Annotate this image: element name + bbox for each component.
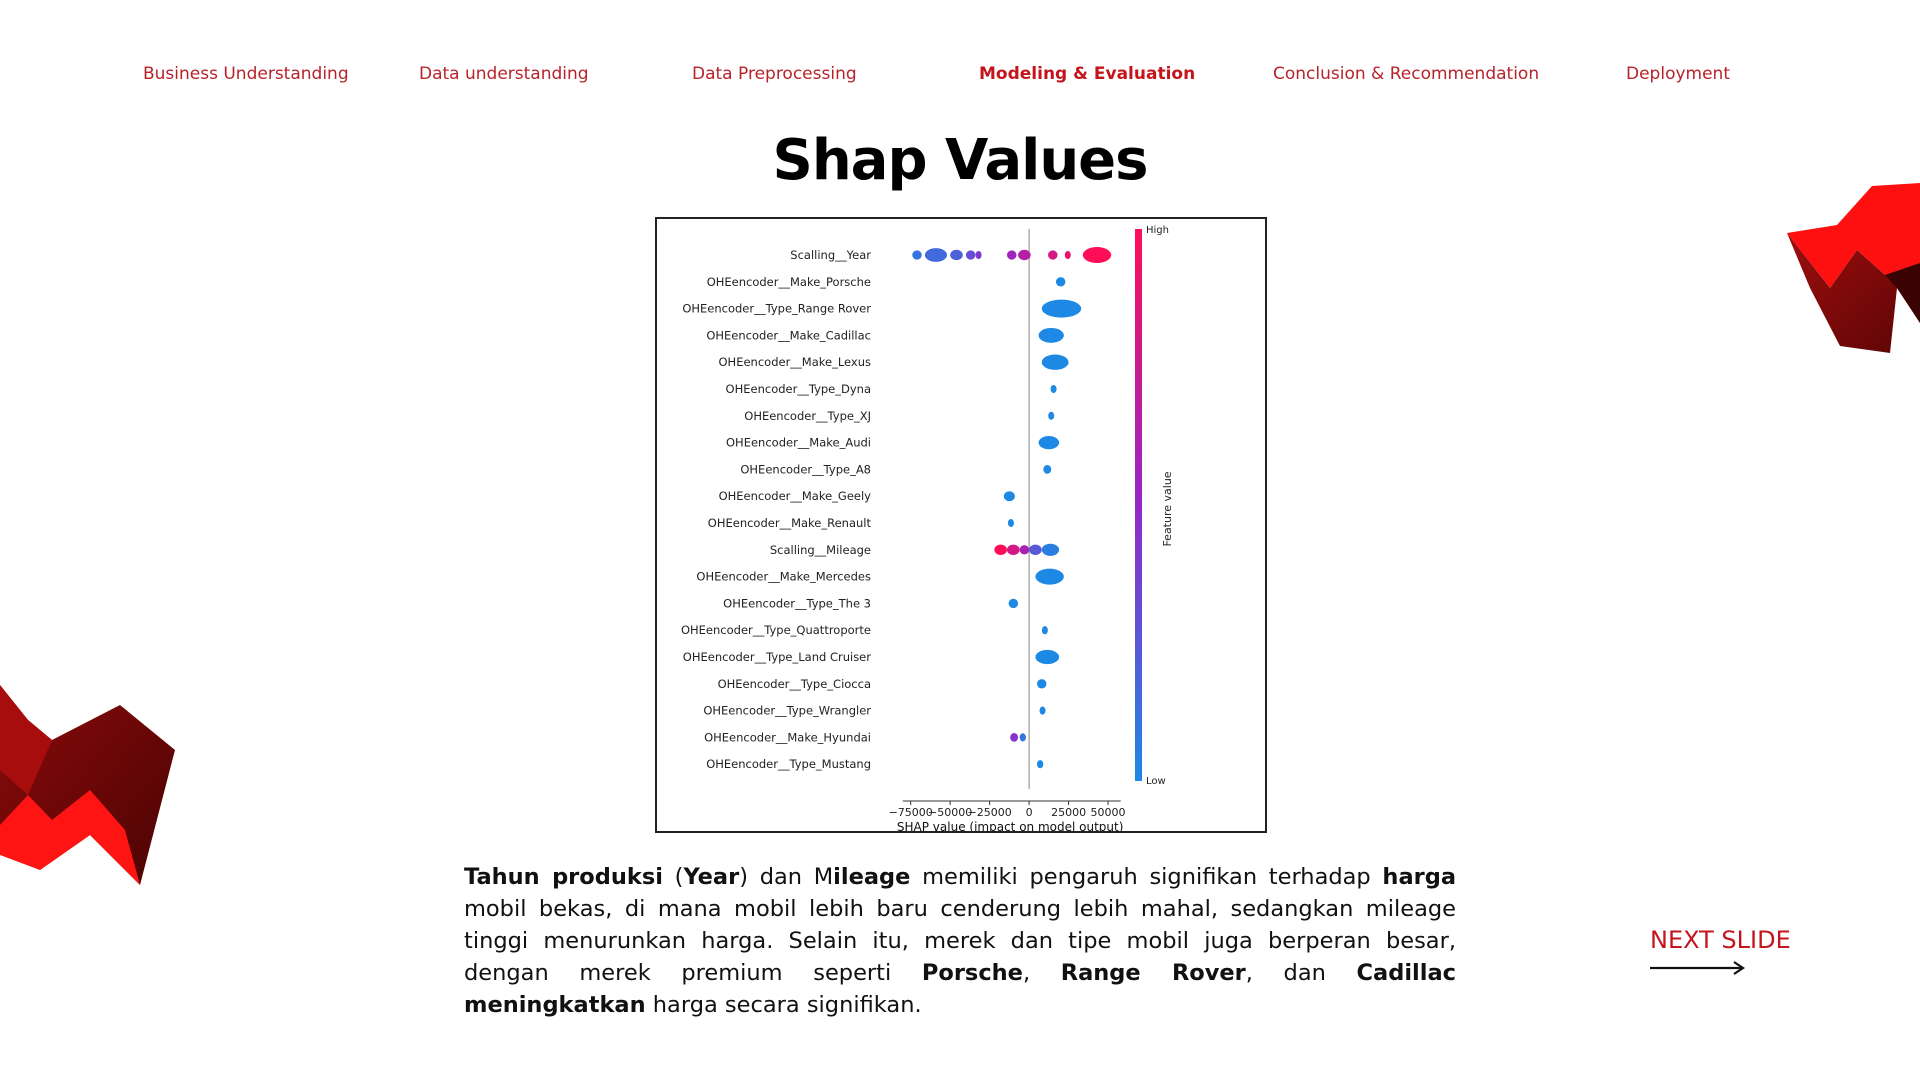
- shap-point-cluster: [1035, 568, 1064, 585]
- body-text: harga secara signifikan.: [645, 992, 922, 1018]
- top-nav: Business Understanding Data understandin…: [0, 64, 1920, 94]
- nav-deployment[interactable]: Deployment: [1626, 64, 1730, 84]
- feature-label: OHEencoder__Type_Mustang: [706, 757, 871, 771]
- colorbar-low-label: Low: [1146, 776, 1166, 787]
- arrow-right-icon[interactable]: [1650, 961, 1746, 975]
- feature-label: OHEencoder__Make_Renault: [708, 516, 872, 530]
- shap-plot: Scalling__Year OHEencoder__Make_Porsche OH…: [681, 225, 1174, 831]
- shap-point-cluster: [1064, 250, 1071, 260]
- shap-point-cluster: [1038, 327, 1064, 343]
- feature-label: OHEencoder__Make_Lexus: [719, 355, 872, 369]
- shap-point-cluster: [1003, 491, 1015, 502]
- feature-label: OHEencoder__Make_Porsche: [707, 275, 871, 289]
- x-tick-label: 50000: [1091, 806, 1126, 819]
- body-text: (: [662, 864, 684, 890]
- nav-business-understanding[interactable]: Business Understanding: [143, 64, 349, 84]
- x-tick-label: −25000: [968, 806, 1012, 819]
- feature-label: OHEencoder__Type_XJ: [744, 409, 871, 423]
- next-slide-link[interactable]: NEXT SLIDE: [1650, 926, 1791, 954]
- feature-label: OHEencoder__Make_Cadillac: [706, 328, 871, 342]
- nav-modeling-evaluation[interactable]: Modeling & Evaluation: [979, 64, 1196, 84]
- x-tick-label: 25000: [1051, 806, 1086, 819]
- body-text: ) dan M: [739, 864, 834, 890]
- decor-zigzag-left: [0, 685, 175, 885]
- shap-point-cluster: [1019, 733, 1026, 742]
- shap-point-cluster: [924, 248, 947, 262]
- body-text: memiliki pengaruh signifikan terhadap: [910, 864, 1383, 890]
- emphasis-text: Porsche: [921, 960, 1023, 986]
- emphasis-text: ileage: [833, 864, 911, 890]
- nav-conclusion-recommendation[interactable]: Conclusion & Recommendation: [1273, 64, 1540, 84]
- shap-point-cluster: [1041, 543, 1060, 556]
- shap-point-cluster: [975, 250, 982, 260]
- feature-label: OHEencoder__Make_Hyundai: [704, 730, 871, 744]
- shap-point-cluster: [1029, 544, 1042, 556]
- shap-point-cluster: [1007, 518, 1014, 528]
- shap-point-cluster: [1082, 247, 1112, 263]
- x-tick-label: 0: [1026, 806, 1033, 819]
- feature-label: OHEencoder__Type_Wrangler: [703, 704, 871, 718]
- shap-point-cluster: [965, 250, 976, 260]
- feature-label: OHEencoder__Make_Mercedes: [696, 570, 871, 584]
- shap-point-cluster: [1041, 354, 1069, 370]
- shap-point-cluster: [1008, 598, 1019, 609]
- shap-point-cluster: [1010, 733, 1019, 742]
- x-axis-label: SHAP value (impact on model output): [897, 820, 1124, 831]
- feature-label: OHEencoder__Type_A8: [740, 462, 871, 476]
- feature-label: OHEencoder__Make_Geely: [719, 489, 872, 503]
- page-title: Shap Values: [772, 128, 1148, 193]
- shap-point-cluster: [1037, 760, 1044, 769]
- feature-label: OHEencoder__Make_Audi: [726, 436, 871, 450]
- shap-point-cluster: [1037, 679, 1047, 689]
- shap-point-cluster: [1050, 384, 1057, 394]
- colorbar-high-label: High: [1146, 225, 1169, 236]
- shap-point-cluster: [1007, 250, 1017, 260]
- feature-label: Scalling__Year: [790, 248, 871, 262]
- body-text: mobil bekas, di mana mobil lebih baru ce…: [464, 896, 1456, 986]
- shap-point-cluster: [1041, 626, 1048, 635]
- colorbar: [1135, 229, 1142, 781]
- feature-label: OHEencoder__Type_Land Cruiser: [683, 650, 871, 664]
- shap-point-cluster: [912, 250, 922, 260]
- shap-point-cluster: [1048, 250, 1058, 260]
- nav-data-understanding[interactable]: Data understanding: [419, 64, 589, 84]
- feature-label: OHEencoder__Type_The 3: [723, 596, 871, 610]
- emphasis-text: Tahun produksi: [464, 864, 663, 890]
- shap-point-cluster: [1048, 411, 1055, 420]
- emphasis-text: Range Rover: [1060, 960, 1246, 986]
- shap-point-cluster: [994, 544, 1007, 556]
- shap-point-cluster: [1039, 706, 1046, 715]
- shap-point-cluster: [1018, 249, 1031, 261]
- feature-label: OHEencoder__Type_Ciocca: [718, 677, 871, 691]
- shap-summary-chart: Scalling__Year OHEencoder__Make_Porsche OH…: [655, 217, 1267, 833]
- body-text: , dan: [1245, 960, 1357, 986]
- feature-label: OHEencoder__Type_Dyna: [726, 382, 871, 396]
- emphasis-text: Cadillac meningkatkan: [464, 960, 1456, 1018]
- emphasis-text: harga: [1382, 864, 1457, 890]
- decor-zigzag-right: [1787, 183, 1920, 353]
- shap-point-cluster: [1055, 277, 1066, 287]
- feature-label: Scalling__Mileage: [770, 543, 871, 557]
- colorbar-axis-label: Feature value: [1161, 471, 1174, 546]
- shap-point-cluster: [1038, 436, 1060, 450]
- shap-point-cluster: [1035, 649, 1060, 665]
- description-paragraph: Tahun produksi (Year) dan Mileage memili…: [464, 861, 1456, 1021]
- body-text: ,: [1022, 960, 1061, 986]
- shap-point-cluster: [950, 249, 963, 261]
- emphasis-text: Year: [683, 864, 740, 890]
- x-tick-label: −50000: [928, 806, 972, 819]
- shap-point-cluster: [1019, 545, 1030, 555]
- shap-point-cluster: [1043, 465, 1052, 474]
- x-tick-label: −75000: [889, 806, 933, 819]
- shap-point-cluster: [1041, 299, 1082, 318]
- shap-point-cluster: [1007, 544, 1020, 556]
- feature-label: OHEencoder__Type_Quattroporte: [681, 623, 871, 637]
- nav-data-preprocessing[interactable]: Data Preprocessing: [692, 64, 857, 84]
- feature-label: OHEencoder__Type_Range Rover: [682, 302, 871, 316]
